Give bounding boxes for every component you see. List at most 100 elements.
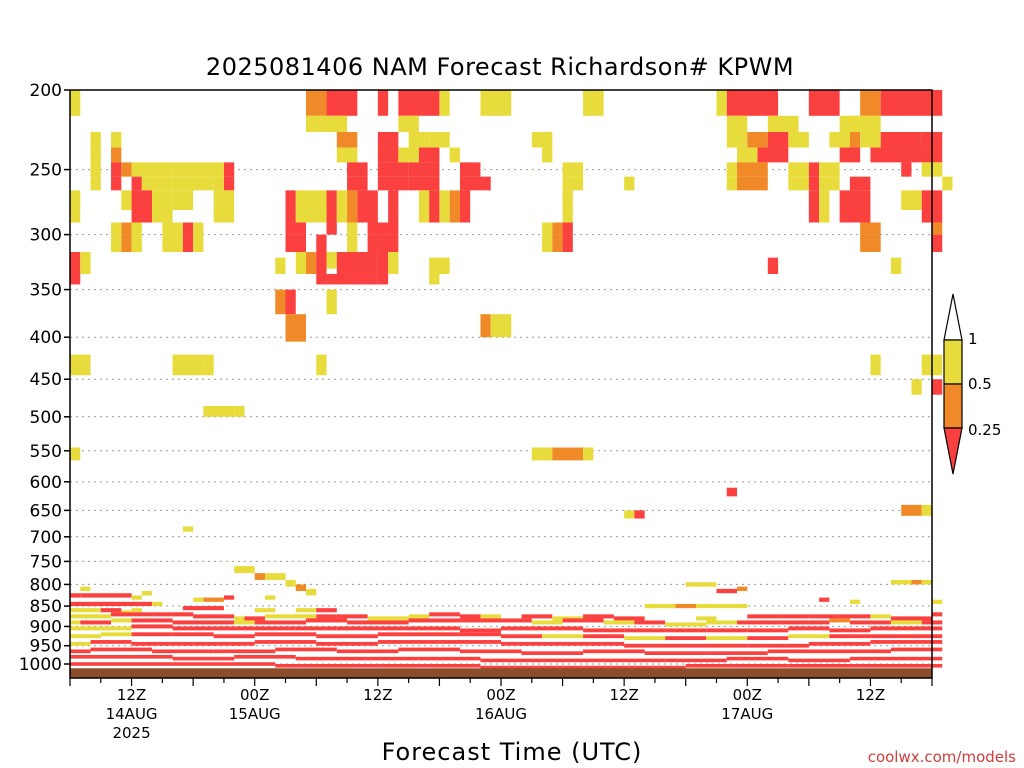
ri-cell — [264, 595, 276, 600]
ri-cell — [808, 641, 871, 646]
ri-cell — [860, 90, 881, 116]
ri-cell — [501, 641, 563, 646]
ri-cell — [819, 162, 840, 177]
ri-cell — [131, 624, 173, 629]
ri-cell — [408, 176, 440, 191]
ri-cell — [911, 579, 922, 585]
ri-cell — [644, 651, 707, 655]
ri-cell — [316, 614, 337, 619]
ri-cell — [244, 616, 265, 621]
ri-cell — [665, 636, 707, 641]
legend-bin — [943, 339, 963, 385]
ri-cell — [624, 510, 635, 519]
ri-cell — [542, 634, 584, 639]
y-tick-label: 1000 — [19, 655, 62, 675]
ri-cell — [367, 234, 399, 253]
y-tick-label: 450 — [30, 370, 62, 390]
ri-cell — [459, 614, 481, 619]
ri-cell — [306, 90, 327, 116]
ri-cell — [388, 252, 399, 274]
ri-cell — [234, 620, 255, 625]
ri-cell — [839, 190, 871, 211]
ri-cell — [542, 147, 553, 163]
data-cells — [70, 90, 953, 670]
ri-cell — [788, 664, 943, 668]
y-tick-label: 200 — [30, 81, 62, 101]
ri-cell — [685, 643, 748, 648]
ri-cell — [70, 601, 153, 607]
x-tick-label: 12Z — [363, 686, 392, 704]
ri-cell — [480, 658, 543, 663]
ri-cell — [121, 190, 132, 211]
ri-cell — [901, 162, 912, 177]
ri-cell — [295, 252, 307, 274]
ri-cell — [203, 405, 235, 417]
ri-cell — [377, 632, 440, 637]
ri-cell — [347, 234, 358, 253]
ri-cell — [111, 162, 122, 177]
ri-cell — [449, 190, 460, 211]
ri-cell — [316, 608, 337, 613]
ri-cell — [890, 257, 902, 274]
ri-cell — [429, 210, 440, 223]
y-tick-label: 250 — [30, 161, 62, 181]
ri-cell — [562, 210, 573, 223]
y-tick-label: 500 — [30, 408, 62, 428]
ri-cell — [521, 614, 553, 619]
ri-cell — [285, 234, 307, 253]
ri-cell — [747, 636, 789, 641]
ri-cell — [890, 647, 943, 652]
ri-cell — [531, 620, 563, 625]
ri-cell — [490, 314, 501, 338]
ri-cell — [747, 614, 779, 619]
ri-cell — [295, 608, 317, 613]
ri-cell — [501, 314, 512, 338]
ri-cell — [778, 614, 809, 619]
ri-cell — [552, 447, 584, 461]
ri-cell — [603, 658, 666, 663]
ri-cell — [767, 649, 830, 654]
ri-cell — [213, 176, 224, 191]
ri-cell — [316, 641, 378, 646]
ri-cell — [388, 190, 399, 211]
ri-cell — [326, 222, 337, 235]
ri-cell — [459, 628, 501, 633]
ri-cell — [439, 190, 450, 211]
ri-cell — [624, 636, 666, 641]
y-tick-label: 350 — [30, 281, 62, 301]
ri-cell — [234, 654, 296, 659]
ri-cell — [357, 656, 419, 661]
y-tick-label: 550 — [30, 442, 62, 462]
ri-cell — [131, 210, 153, 223]
ri-cell — [911, 147, 943, 163]
ri-cell — [316, 634, 378, 639]
ri-cell — [439, 210, 450, 223]
ri-cell — [808, 90, 840, 116]
ri-cell — [870, 640, 943, 644]
ri-cell — [306, 115, 348, 133]
ri-cell — [213, 649, 276, 654]
y-tick-label: 650 — [30, 501, 62, 521]
ri-cell — [347, 210, 358, 223]
ri-cell — [131, 595, 142, 600]
ri-cell — [819, 190, 830, 211]
ri-cell — [295, 584, 307, 592]
ri-cell — [141, 591, 153, 596]
ri-cell — [459, 162, 481, 177]
ri-cell — [193, 641, 255, 646]
ri-cell — [726, 656, 789, 661]
ri-cell — [583, 649, 645, 654]
ri-cell — [172, 612, 194, 617]
ri-cell — [819, 176, 840, 191]
ri-cell — [172, 620, 235, 625]
ri-cell — [583, 665, 686, 670]
ri-cell — [70, 190, 81, 211]
ri-cell — [613, 616, 645, 621]
credit-text[interactable]: coolwx.com/models — [868, 748, 1016, 766]
ri-cell — [829, 132, 850, 148]
ri-cell — [347, 222, 358, 235]
ri-cell — [326, 273, 378, 285]
ri-cell — [459, 649, 522, 654]
ri-cell — [223, 595, 235, 600]
ri-cell — [336, 190, 348, 211]
